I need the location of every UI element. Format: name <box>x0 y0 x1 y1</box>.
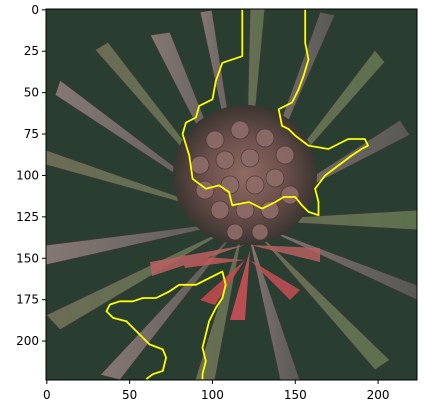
axes-frame <box>45 8 418 381</box>
y-tick-label: 25 <box>24 44 39 58</box>
x-tick-label: 0 <box>43 388 51 402</box>
x-tick-label: 200 <box>367 388 390 402</box>
y-tick-label: 125 <box>16 210 39 224</box>
y-tick-label: 150 <box>16 251 39 265</box>
y-tick-label: 175 <box>16 293 39 307</box>
x-tick-label: 50 <box>122 388 137 402</box>
outline-center-region <box>181 9 370 217</box>
x-tick-label: 100 <box>201 388 224 402</box>
y-tick-label: 50 <box>24 86 39 100</box>
y-tick-label: 0 <box>31 3 39 17</box>
outline-overlays <box>105 9 370 380</box>
y-tick-label: 75 <box>24 127 39 141</box>
x-tick-label: 150 <box>284 388 307 402</box>
y-tick-label: 200 <box>16 334 39 348</box>
photo-image <box>46 9 417 380</box>
y-tick-label: 100 <box>16 168 39 182</box>
x-axis: 0 50 100 150 200 <box>43 380 390 402</box>
outline-bottom-left-region <box>105 270 227 380</box>
y-axis: 0 25 50 75 100 125 150 175 200 <box>16 3 46 348</box>
